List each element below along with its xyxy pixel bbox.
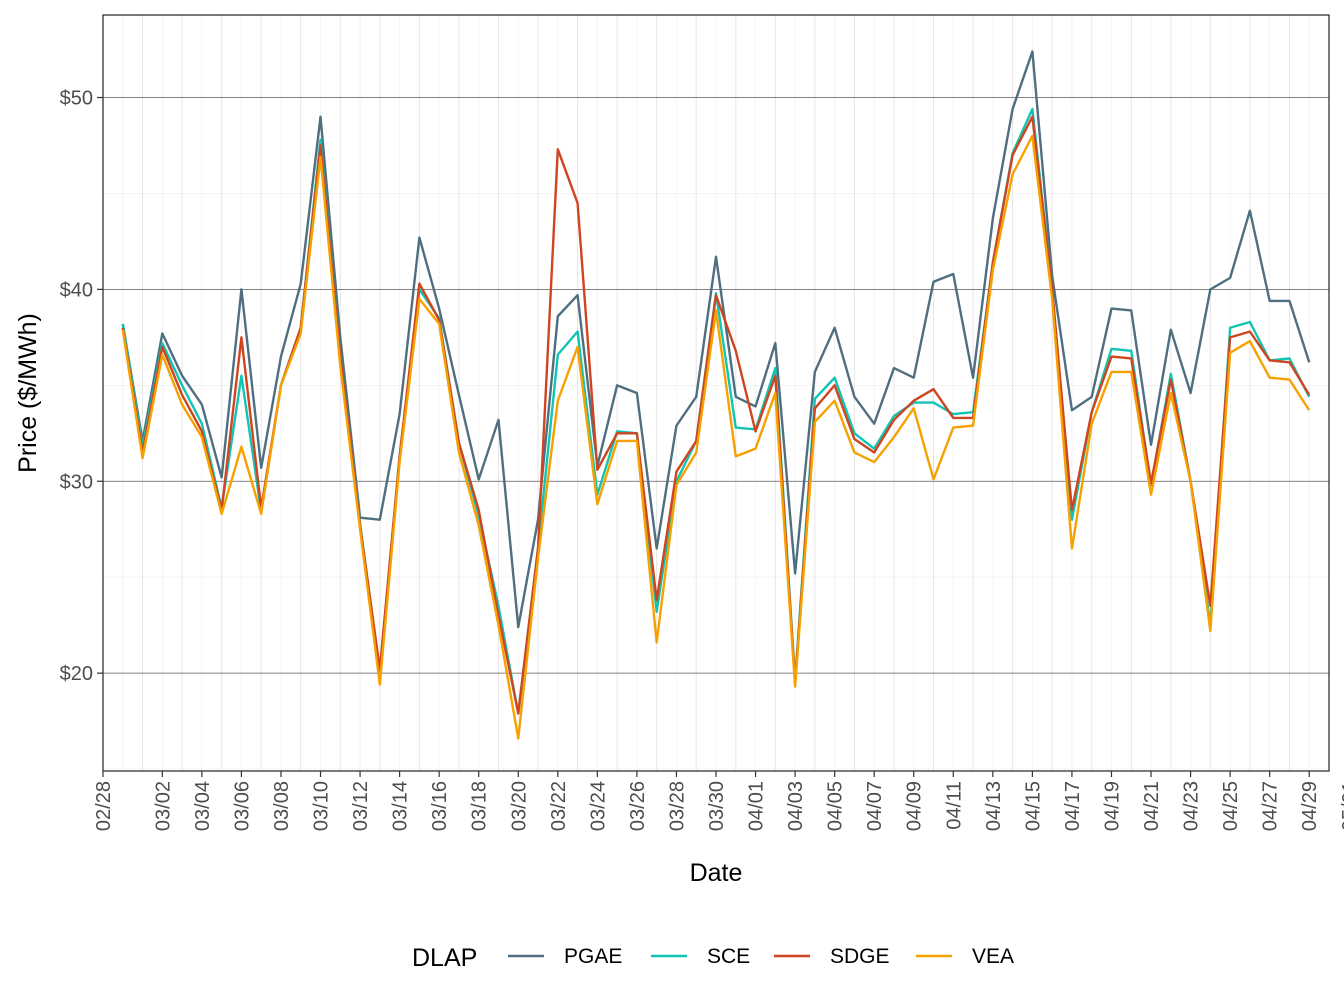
- legend-label-sdge: SDGE: [830, 945, 890, 968]
- x-tick-label: 04/13: [983, 781, 1005, 831]
- legend: DLAP PGAE SCE SDGE VEA: [412, 944, 1014, 972]
- legend-label-pgae: PGAE: [564, 945, 622, 968]
- x-tick-label: 03/22: [548, 781, 570, 831]
- x-tick-label: 03/14: [390, 781, 412, 831]
- legend-label-sce: SCE: [707, 945, 750, 968]
- x-axis: 02/28 03/02 03/04 03/06 03/08 03/10 03/12 03/14…: [93, 771, 1344, 831]
- y-tick-label: $30: [60, 471, 93, 493]
- y-tick-label: $40: [60, 279, 93, 301]
- legend-label-vea: VEA: [972, 945, 1014, 968]
- series-lines: [121, 50, 1311, 740]
- series-line-pgae: [121, 50, 1311, 629]
- minor-x-gridlines: [102, 15, 1330, 771]
- x-tick-label: 03/24: [587, 781, 609, 831]
- x-tick-label: 04/23: [1181, 781, 1203, 831]
- x-tick-label: 04/01: [746, 781, 768, 831]
- x-tick-label: 03/10: [311, 781, 333, 831]
- x-tick-label: 04/05: [825, 781, 847, 831]
- x-tick-label: 04/21: [1141, 781, 1163, 831]
- x-tick-label: 04/29: [1299, 781, 1321, 831]
- x-tick-label: 04/11: [943, 781, 965, 830]
- x-tick-label: 04/25: [1220, 781, 1242, 831]
- x-tick-label: 03/18: [469, 781, 491, 831]
- x-tick-label: 04/27: [1260, 781, 1282, 831]
- x-tick-label: 03/02: [152, 781, 174, 831]
- y-tick-label: $20: [60, 663, 93, 685]
- x-tick-label: 03/04: [192, 781, 214, 831]
- x-tick-label: 03/20: [508, 781, 530, 831]
- x-tick-label: 03/12: [350, 781, 372, 831]
- x-tick-label: 03/26: [627, 781, 649, 831]
- series-line-sce: [121, 107, 1311, 715]
- x-tick-label: 02/28: [93, 781, 115, 831]
- y-tick-label: $50: [60, 88, 93, 110]
- x-tick-label: 03/06: [231, 781, 253, 831]
- y-axis: $20 $30 $40 $50: [60, 88, 103, 685]
- x-tick-label: 04/07: [864, 781, 886, 831]
- legend-title: DLAP: [412, 944, 477, 972]
- x-tick-label: 03/08: [271, 781, 293, 831]
- x-tick-label: 03/16: [429, 781, 451, 831]
- series-line-vea: [121, 134, 1311, 740]
- x-tick-label: 04/09: [904, 781, 926, 831]
- y-axis-title: Price ($/MWh): [14, 313, 42, 473]
- x-tick-label: 05/01: [1339, 781, 1344, 831]
- x-axis-title: Date: [690, 859, 743, 887]
- x-tick-label: 04/17: [1062, 781, 1084, 831]
- x-tick-label: 04/03: [785, 781, 807, 831]
- x-tick-label: 04/19: [1101, 781, 1123, 831]
- major-y-gridlines: [103, 97, 1329, 674]
- x-tick-label: 03/30: [706, 781, 728, 831]
- x-tick-label: 03/28: [666, 781, 688, 831]
- x-tick-label: 04/15: [1022, 781, 1044, 831]
- series-line-sdge: [121, 115, 1311, 715]
